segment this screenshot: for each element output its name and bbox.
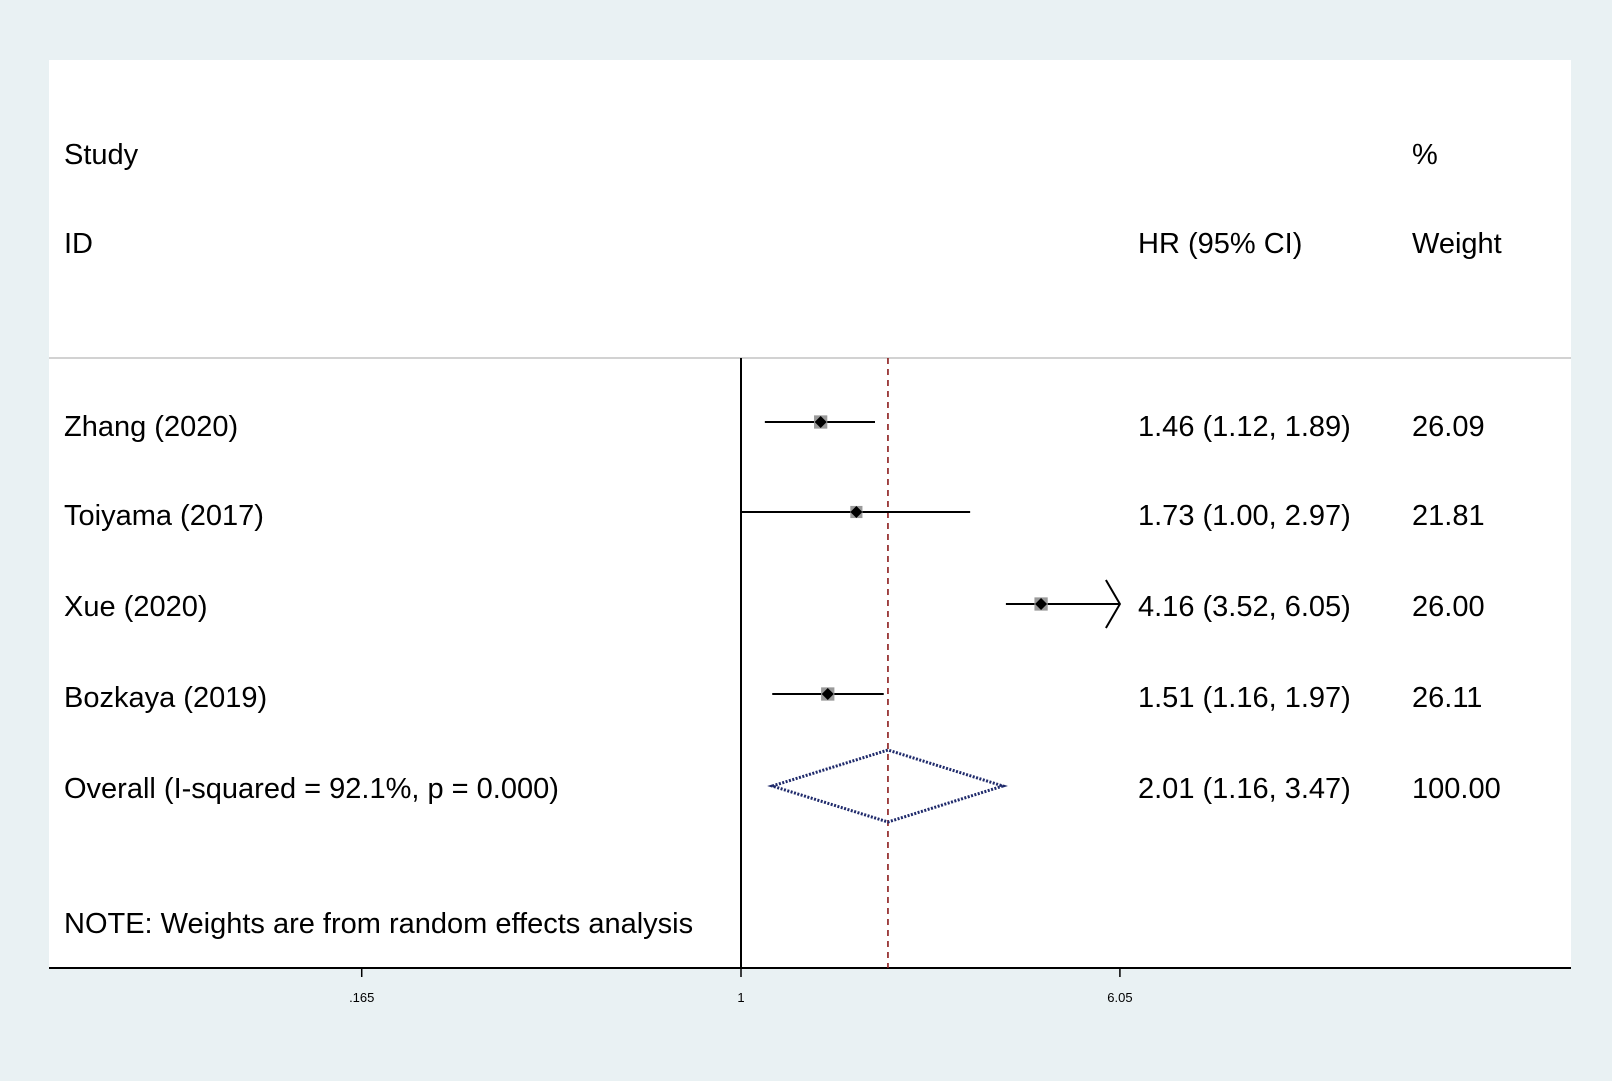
overall-label: Overall (I-squared = 92.1%, p = 0.000) [64,773,559,805]
study-label-1: Zhang (2020) [64,411,238,443]
study-label-3: Xue (2020) [64,591,208,623]
plot-marks: .165 1 6.05 [349,358,1133,1005]
point-estimate-1 [814,416,827,428]
weight-text-3: 26.00 [1412,591,1485,623]
ci-text-overall: 2.01 (1.16, 3.47) [1138,773,1351,805]
plot-panel [49,60,1571,968]
point-estimate-2 [850,506,863,518]
header-id: ID [64,228,93,260]
header-percent: % [1412,139,1438,171]
ci-text-3: 4.16 (3.52, 6.05) [1138,591,1351,623]
weight-text-2: 21.81 [1412,500,1485,532]
x-tick-label-2: 1 [737,990,744,1005]
ci-text-1: 1.46 (1.12, 1.89) [1138,411,1351,443]
weight-text-overall: 100.00 [1412,773,1501,805]
point-estimate-4 [821,688,834,700]
x-tick-label-3: 6.05 [1107,990,1132,1005]
ci-text-4: 1.51 (1.16, 1.97) [1138,682,1351,714]
note-text: NOTE: Weights are from random effects an… [64,908,693,940]
point-estimate-3 [1035,598,1048,610]
x-tick-label-1: .165 [349,990,374,1005]
study-label-4: Bozkaya (2019) [64,682,267,714]
ci-arrow-3 [1105,579,1122,629]
weight-text-1: 26.09 [1412,411,1485,443]
ci-text-2: 1.73 (1.00, 2.97) [1138,500,1351,532]
overall-diamond [767,748,1008,824]
study-label-2: Toiyama (2017) [64,500,264,532]
header-weight: Weight [1412,228,1502,260]
header-study: Study [64,139,139,171]
weight-text-4: 26.11 [1412,682,1482,714]
header-effect: HR (95% CI) [1138,228,1302,260]
